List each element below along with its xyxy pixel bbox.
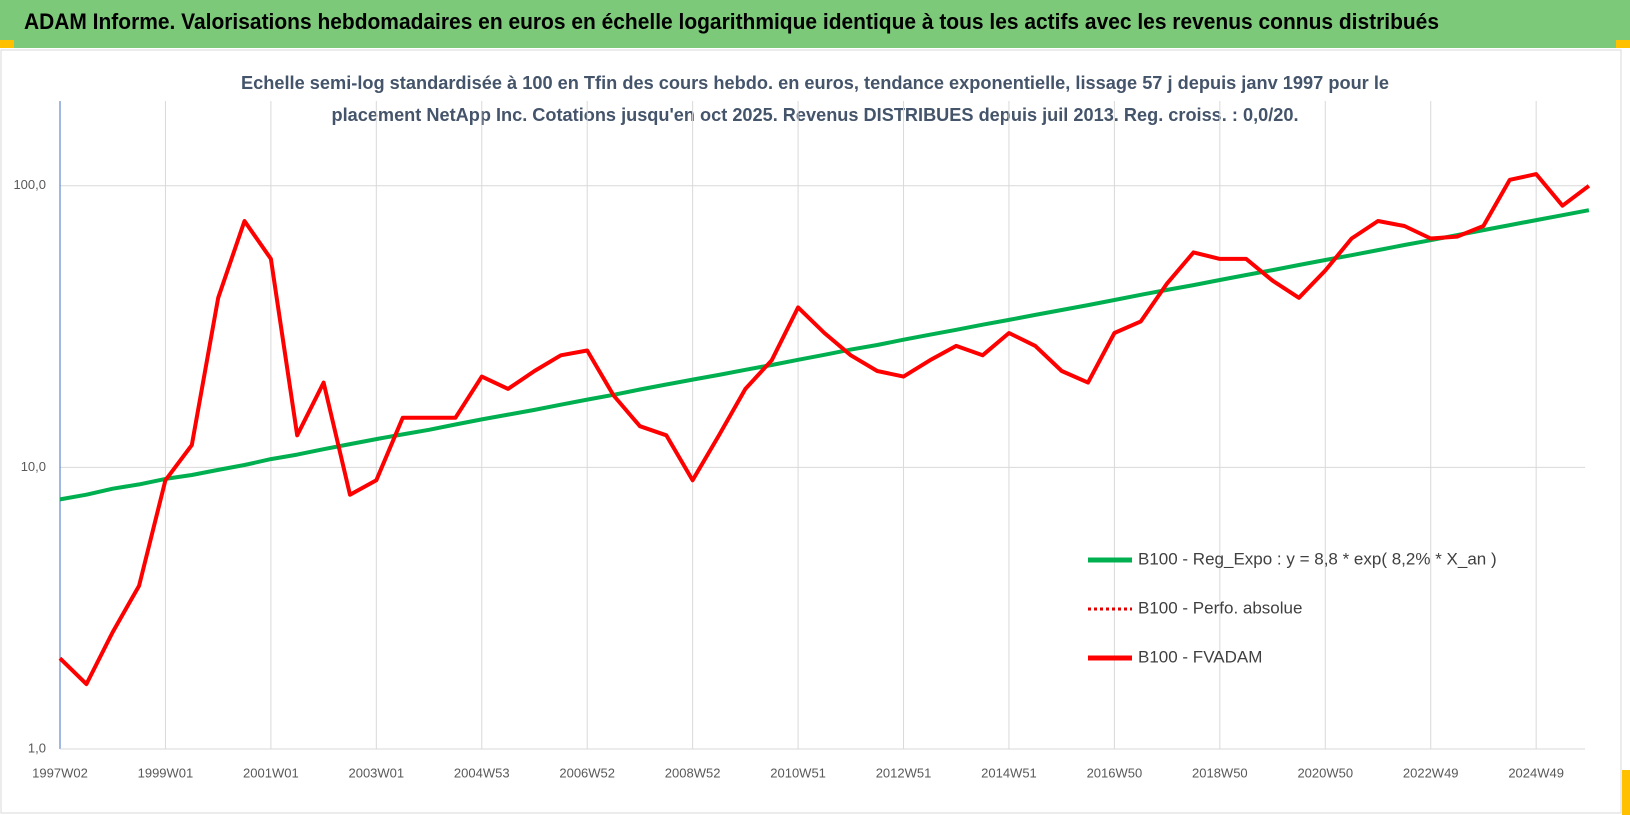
corner-mark	[0, 40, 14, 48]
x-tick-label: 2016W50	[1087, 765, 1143, 780]
x-tick-label: 2024W49	[1508, 765, 1564, 780]
legend-label: B100 - Reg_Expo : y = 8,8 * exp( 8,2% * …	[1138, 549, 1497, 568]
header-bar	[0, 0, 1630, 48]
x-tick-label: 2012W51	[876, 765, 932, 780]
x-tick-label: 2014W51	[981, 765, 1037, 780]
y-tick-label: 10,0	[21, 459, 46, 474]
chart-subtitle: Echelle semi-log standardisée à 100 en T…	[241, 73, 1389, 93]
chart-title: ADAM Informe. Valorisations hebdomadaire…	[24, 9, 1439, 34]
y-tick-label: 100,0	[13, 177, 46, 192]
corner-mark	[1616, 40, 1630, 48]
series-line	[58, 172, 1591, 687]
x-tick-label: 2001W01	[243, 765, 299, 780]
x-tick-label: 2022W49	[1403, 765, 1459, 780]
x-tick-label: 2010W51	[770, 765, 826, 780]
frame	[0, 49, 1622, 814]
x-tick-label: 2020W50	[1297, 765, 1353, 780]
y-tick-label: 1,0	[28, 740, 46, 755]
x-tick-label: 2006W52	[559, 765, 615, 780]
x-tick-label: 2018W50	[1192, 765, 1248, 780]
x-tick-label: 2003W01	[348, 765, 404, 780]
x-tick-label: 1997W02	[32, 765, 88, 780]
x-tick-label: 2008W52	[665, 765, 721, 780]
chart-subtitle: placement NetApp Inc. Cotations jusqu'en…	[332, 105, 1299, 125]
legend-label: B100 - FVADAM	[1138, 647, 1262, 666]
corner-mark	[1622, 770, 1630, 815]
x-tick-label: 2004W53	[454, 765, 510, 780]
legend-label: B100 - Perfo. absolue	[1138, 598, 1302, 617]
x-tick-label: 1999W01	[138, 765, 194, 780]
